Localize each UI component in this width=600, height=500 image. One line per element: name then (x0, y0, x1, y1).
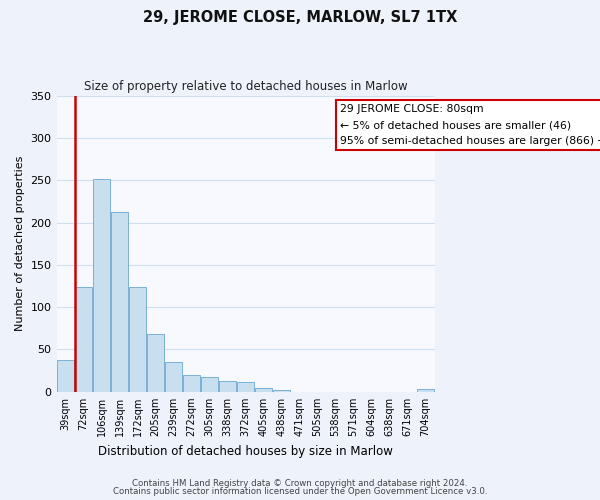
Bar (255, 388, 272, 392)
X-axis label: Distribution of detached houses by size in Marlow: Distribution of detached houses by size … (98, 444, 393, 458)
Bar (273, 390, 290, 392)
Bar (201, 378, 218, 392)
Bar (111, 212, 128, 392)
Bar (219, 381, 236, 392)
Bar (237, 382, 254, 392)
Bar (93, 178, 110, 392)
Bar (129, 287, 146, 392)
Bar (75, 287, 92, 392)
Title: Size of property relative to detached houses in Marlow: Size of property relative to detached ho… (84, 80, 407, 93)
Y-axis label: Number of detached properties: Number of detached properties (15, 156, 25, 332)
Bar (165, 362, 182, 392)
Bar (57, 360, 74, 392)
Bar (183, 375, 200, 392)
Text: Contains public sector information licensed under the Open Government Licence v3: Contains public sector information licen… (113, 487, 487, 496)
Text: 29, JEROME CLOSE, MARLOW, SL7 1TX: 29, JEROME CLOSE, MARLOW, SL7 1TX (143, 10, 457, 25)
Text: Contains HM Land Registry data © Crown copyright and database right 2024.: Contains HM Land Registry data © Crown c… (132, 478, 468, 488)
Text: 29 JEROME CLOSE: 80sqm
← 5% of detached houses are smaller (46)
95% of semi-deta: 29 JEROME CLOSE: 80sqm ← 5% of detached … (340, 104, 600, 146)
Bar (417, 390, 434, 392)
Bar (147, 334, 164, 392)
